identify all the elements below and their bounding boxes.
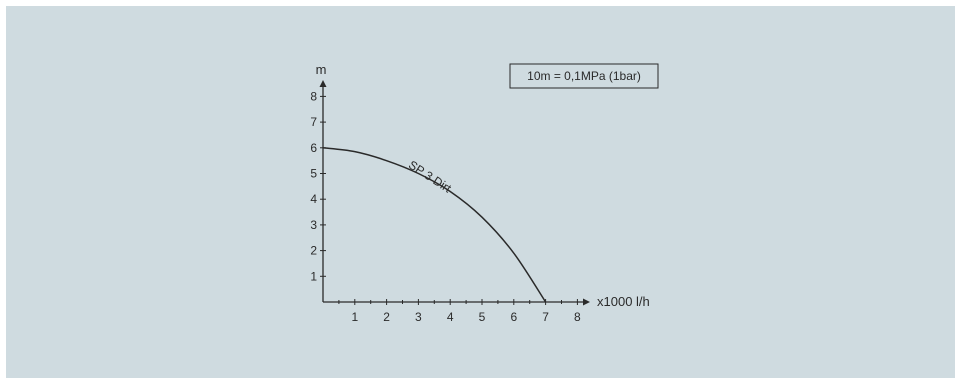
- x-tick-label: 1: [351, 310, 358, 324]
- series-line-sp3-dirt: [322, 147, 547, 303]
- x-tick-label: 4: [447, 310, 454, 324]
- y-tick-label: 7: [310, 115, 317, 129]
- y-tick-label: 5: [310, 167, 317, 181]
- series-layer: SP 3 Dirt: [322, 147, 547, 303]
- unit-note-box: 10m = 0,1MPa (1bar): [509, 63, 659, 89]
- x-tick-label: 6: [510, 310, 517, 324]
- x-tick-label: 5: [479, 310, 486, 324]
- x-axis-arrow: [583, 298, 590, 306]
- x-tick-label: 8: [574, 310, 581, 324]
- y-tick-label: 6: [310, 141, 317, 155]
- y-tick-label: 2: [310, 244, 317, 258]
- x-tick-label: 3: [415, 310, 422, 324]
- y-axis-label: m: [316, 62, 327, 77]
- chart-panel: [6, 6, 955, 378]
- y-tick-label: 4: [310, 192, 317, 206]
- ticks: 1 2 3 4 5 6 7 8 1 2 3 4 5 6 7 8: [310, 89, 581, 324]
- x-axis-label: x1000 l/h: [597, 294, 650, 309]
- axes: [319, 80, 590, 306]
- unit-note-border: [509, 63, 659, 89]
- x-tick-label: 7: [542, 310, 549, 324]
- x-tick-label: 2: [383, 310, 390, 324]
- unit-note-text: 10m = 0,1MPa (1bar): [527, 69, 641, 83]
- labels-layer: m x1000 l/h: [316, 62, 650, 309]
- y-tick-label: 3: [310, 218, 317, 232]
- series-label: SP 3 Dirt: [406, 158, 454, 196]
- y-tick-label: 1: [310, 269, 317, 283]
- y-tick-label: 8: [310, 89, 317, 103]
- y-axis-arrow: [319, 80, 327, 87]
